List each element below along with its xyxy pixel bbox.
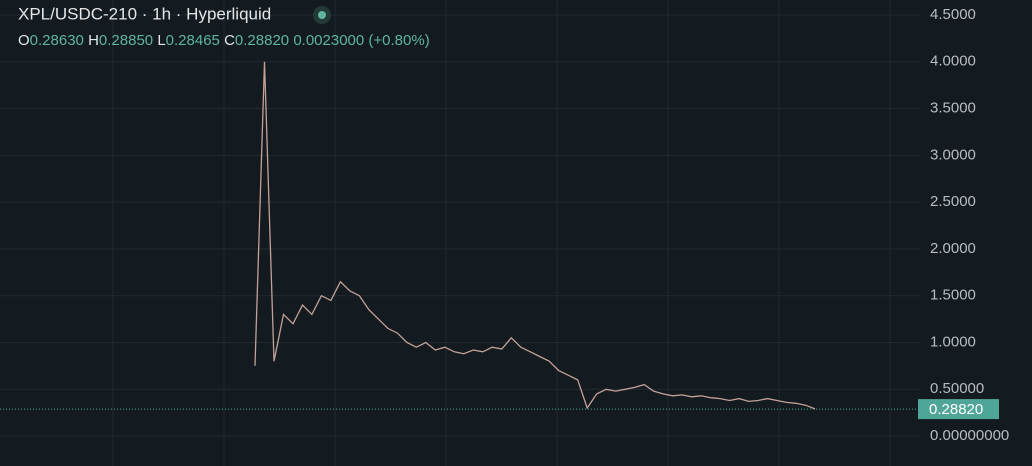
chart-title: XPL/USDC-210 · 1h · Hyperliquid	[18, 4, 271, 23]
last-price-label: 0.28820	[929, 401, 983, 418]
y-tick-label: 3.0000	[930, 146, 976, 163]
y-tick-label: 4.5000	[930, 6, 976, 23]
y-tick-label: 2.5000	[930, 193, 976, 210]
change-pct: (+0.80%)	[368, 32, 429, 49]
ohlc-value: 0.28630	[30, 32, 84, 49]
grid	[0, 0, 920, 466]
y-tick-label: 1.0000	[930, 333, 976, 350]
y-tick-label: 0.00000000	[930, 427, 1009, 444]
change: 0.0023000	[293, 32, 364, 49]
ohlc-value: 0.28465	[166, 32, 220, 49]
y-tick-label: 0.50000	[930, 380, 984, 397]
y-tick-label: 4.0000	[930, 53, 976, 70]
ohlc-key: C	[224, 32, 235, 49]
ohlc-key: O	[18, 32, 30, 49]
y-tick-label: 3.5000	[930, 100, 976, 117]
ohlc-value: 0.28820	[235, 32, 289, 49]
y-tick-label: 2.0000	[930, 240, 976, 257]
ohlc-value: 0.28850	[99, 32, 153, 49]
status-dot	[318, 11, 326, 19]
last-price-box	[918, 399, 999, 420]
ohlc-key: H	[88, 32, 99, 49]
ohlc-row: O0.28630 H0.28850 L0.28465 C0.28820 0.00…	[18, 32, 430, 49]
plot	[0, 61, 920, 410]
price-line	[254, 61, 816, 410]
y-tick-label: 1.5000	[930, 287, 976, 304]
ohlc-key: L	[157, 32, 165, 49]
